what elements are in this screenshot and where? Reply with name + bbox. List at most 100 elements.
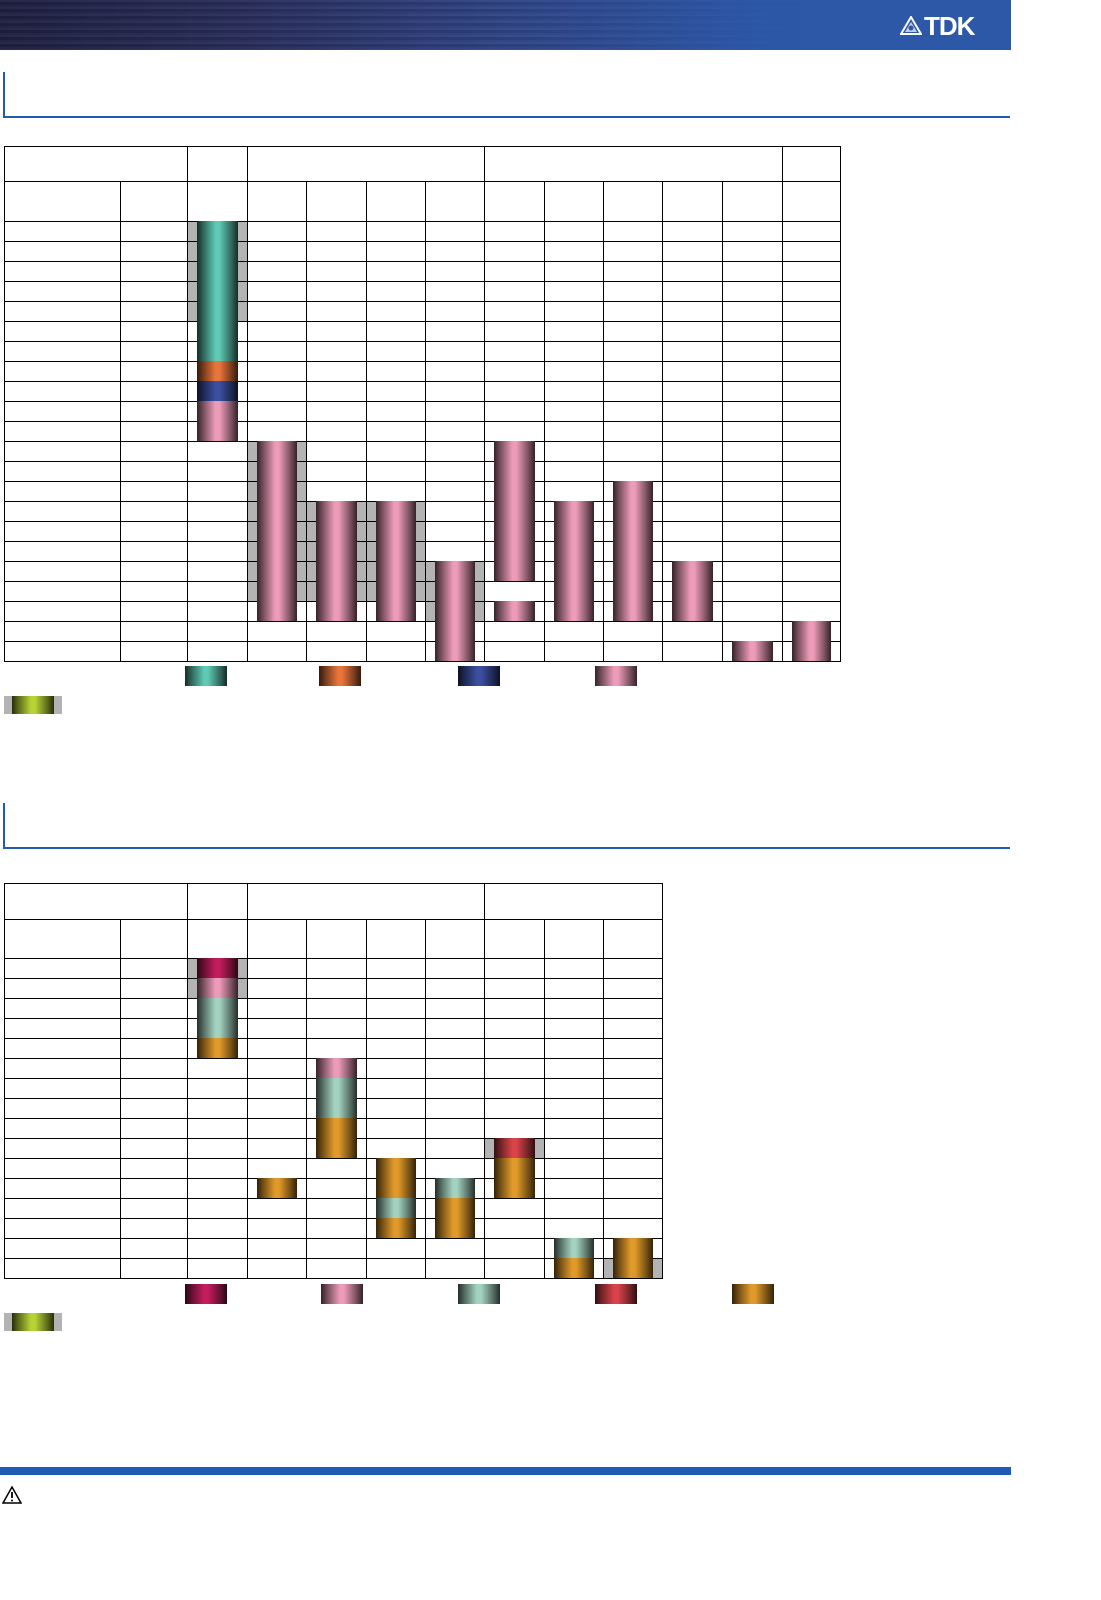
table-cell (4, 1198, 121, 1219)
thickness-bar-sage (553, 1238, 594, 1258)
table-cell (306, 321, 367, 342)
table-cell (120, 601, 188, 622)
table-cell (544, 1158, 604, 1179)
table-cell (722, 441, 783, 462)
table-cell (484, 1038, 545, 1059)
table-cell (120, 1098, 188, 1119)
table-cell (603, 321, 663, 342)
table-cell (366, 381, 426, 402)
table-cell (544, 421, 604, 442)
thickness-bar-pink (375, 501, 416, 621)
table-cell (603, 221, 663, 242)
table-cell (722, 461, 783, 482)
table-cell (306, 1218, 367, 1239)
header-cell (425, 181, 485, 222)
table-cell (544, 1218, 604, 1239)
table-cell (247, 1198, 307, 1219)
thickness-bar-pink (315, 1058, 357, 1078)
table-cell (544, 1138, 604, 1159)
table-cell (662, 441, 723, 462)
table-cell (306, 421, 367, 442)
table-cell (366, 401, 426, 422)
table-cell (544, 481, 604, 502)
table-cell (187, 541, 248, 562)
thickness-bar-gold (196, 1038, 238, 1058)
table-cell (187, 601, 248, 622)
table-cell (662, 481, 723, 502)
table-cell (782, 521, 841, 542)
header-cell (247, 181, 307, 222)
table-cell (484, 1238, 545, 1259)
table-cell (4, 601, 121, 622)
table-cell (484, 301, 545, 322)
table-cell (187, 481, 248, 502)
table-cell (4, 221, 121, 242)
table-cell (120, 241, 188, 262)
table-cell (306, 361, 367, 382)
table-cell (4, 1138, 121, 1159)
table-cell (366, 441, 426, 462)
thickness-bar-gold (256, 1178, 297, 1198)
table-cell (662, 321, 723, 342)
table-cell (120, 301, 188, 322)
table-cell (187, 521, 248, 542)
table-cell (603, 421, 663, 442)
table-cell (247, 301, 307, 322)
table-cell (247, 221, 307, 242)
legend-swatch-pink (321, 1284, 363, 1304)
table-cell (366, 1078, 426, 1099)
table-cell (366, 321, 426, 342)
table-cell (306, 1178, 367, 1199)
table-cell (662, 641, 723, 662)
table-cell (4, 501, 121, 522)
table-cell (306, 641, 367, 662)
table-cell (120, 641, 188, 662)
table-cell (4, 261, 121, 282)
table-cell (484, 978, 545, 999)
table-cell (187, 1058, 248, 1079)
thickness-bar-gold (375, 1158, 416, 1198)
table-cell (544, 1098, 604, 1119)
table-cell (603, 281, 663, 302)
table-cell (4, 321, 121, 342)
table-cell (782, 261, 841, 282)
table-cell (366, 1058, 426, 1079)
table-cell (544, 261, 604, 282)
table-cell (306, 341, 367, 362)
table-cell (662, 621, 723, 642)
table-cell (425, 1238, 485, 1259)
table-cell (247, 281, 307, 302)
table-cell (425, 221, 485, 242)
section-heading-2 (3, 803, 1010, 849)
table-cell (120, 261, 188, 282)
table-cell (306, 1198, 367, 1219)
table-cell (4, 1078, 121, 1099)
thickness-bar-gold (434, 1198, 475, 1238)
table-cell (366, 261, 426, 282)
table-cell (484, 1058, 545, 1079)
table-cell (722, 541, 783, 562)
table-cell (782, 421, 841, 442)
thickness-bar-gold (375, 1218, 416, 1238)
table-cell (425, 421, 485, 442)
table-cell (4, 301, 121, 322)
table-cell (247, 978, 307, 999)
table-cell (247, 1158, 307, 1179)
table-cell (603, 461, 663, 482)
table-cell (722, 281, 783, 302)
table-cell (120, 1258, 188, 1279)
table-cell (425, 1138, 485, 1159)
table-cell (247, 621, 307, 642)
table-cell (247, 1138, 307, 1159)
table-cell (603, 381, 663, 402)
table-cell (306, 621, 367, 642)
table-cell (120, 481, 188, 502)
table-cell (366, 1038, 426, 1059)
table-cell (425, 501, 485, 522)
table-cell (187, 1078, 248, 1099)
header-cell (603, 181, 663, 222)
table-cell (247, 1098, 307, 1119)
table-cell (187, 1198, 248, 1219)
table-cell (120, 221, 188, 242)
footer-bar (0, 1467, 1011, 1475)
